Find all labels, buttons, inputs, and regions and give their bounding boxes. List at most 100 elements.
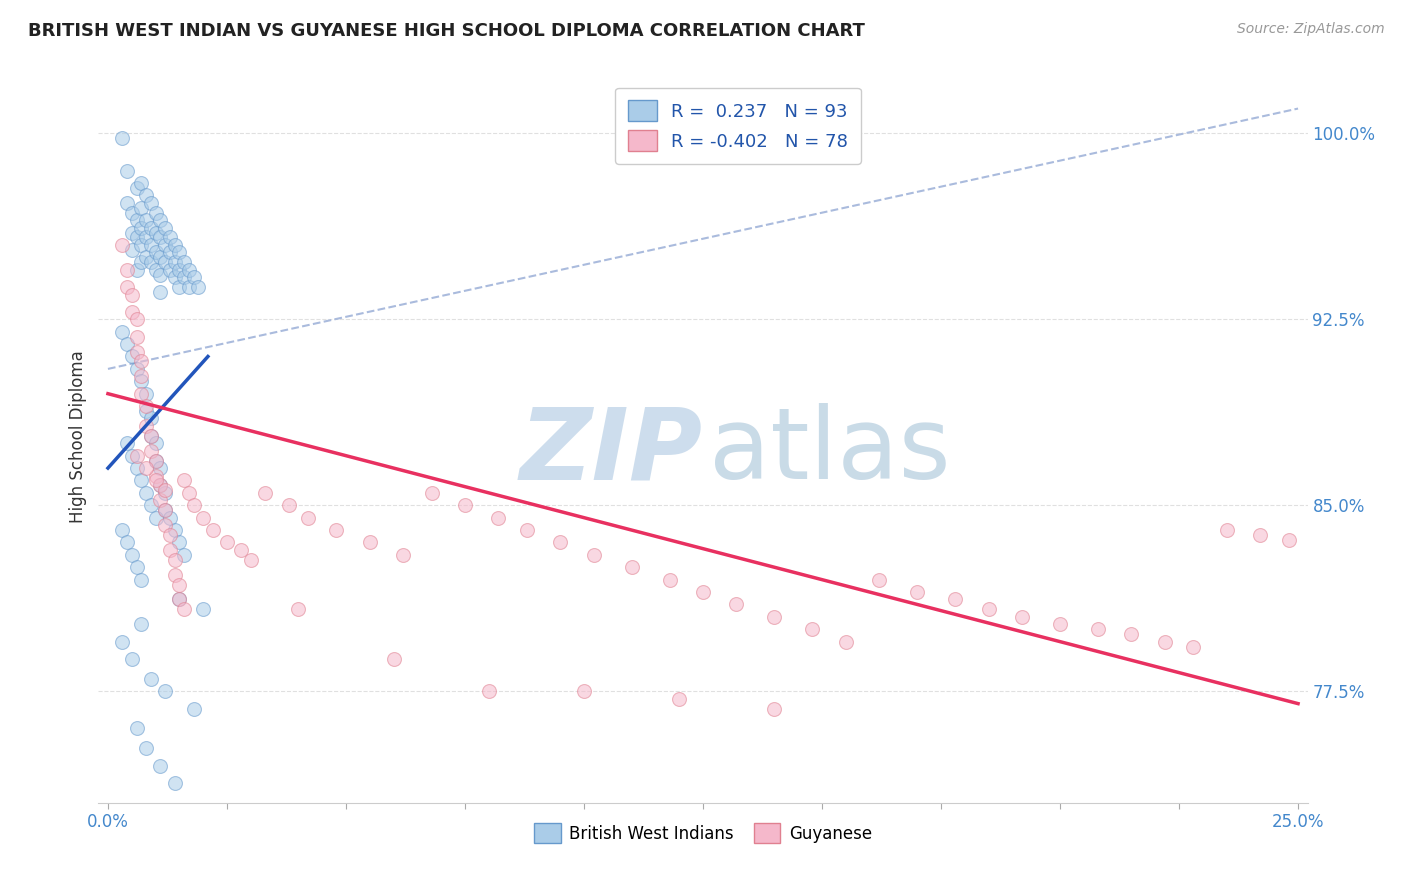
Point (115, 436, 138, 450)
Point (163, 255, 186, 269)
Point (163, 553, 186, 567)
Point (169, 535, 191, 549)
Point (1182, 640, 1205, 654)
Point (149, 478, 172, 492)
Point (125, 344, 148, 359)
Point (115, 195, 138, 210)
Point (163, 238, 186, 252)
Point (135, 418, 157, 433)
Point (145, 436, 167, 450)
Point (183, 701, 205, 715)
Point (139, 255, 162, 269)
Point (129, 176, 152, 190)
Point (169, 262, 191, 277)
Point (129, 369, 152, 384)
Point (125, 181, 148, 195)
Point (943, 592, 966, 607)
Point (801, 622, 824, 636)
Point (486, 510, 509, 524)
Point (173, 255, 195, 269)
Point (115, 262, 138, 277)
Point (135, 386, 157, 401)
Point (129, 255, 152, 269)
Point (125, 560, 148, 574)
Point (139, 429, 162, 443)
Point (163, 776, 186, 790)
Point (1011, 610, 1033, 624)
Point (658, 573, 681, 587)
Point (169, 592, 191, 607)
Point (392, 548, 415, 562)
Point (159, 262, 181, 277)
Point (145, 262, 167, 277)
Point (159, 528, 181, 542)
Point (169, 280, 191, 294)
Point (173, 602, 195, 616)
Point (129, 374, 152, 388)
Point (1087, 622, 1109, 636)
Point (145, 510, 167, 524)
Point (177, 262, 200, 277)
Point (145, 245, 167, 260)
Point (111, 634, 134, 648)
Point (139, 195, 162, 210)
Point (129, 617, 152, 632)
Point (115, 280, 138, 294)
Point (548, 535, 571, 549)
Point (153, 220, 176, 235)
Point (173, 548, 195, 562)
Point (215, 535, 238, 549)
Point (135, 741, 157, 756)
Point (153, 483, 176, 498)
Point (191, 510, 214, 524)
Point (115, 337, 138, 351)
Point (835, 634, 858, 648)
Point (905, 585, 928, 599)
Point (173, 270, 195, 285)
Point (153, 518, 176, 533)
Point (149, 758, 172, 772)
Point (382, 652, 405, 666)
Point (169, 245, 191, 260)
Point (169, 592, 191, 607)
Point (121, 243, 143, 257)
Point (111, 131, 134, 145)
Point (139, 411, 162, 425)
Point (135, 188, 157, 202)
Point (139, 220, 162, 235)
Point (111, 523, 134, 537)
Point (153, 503, 176, 517)
Point (129, 386, 152, 401)
Point (763, 701, 786, 715)
Point (135, 404, 157, 418)
Point (173, 474, 195, 488)
Point (287, 602, 309, 616)
Point (159, 542, 181, 557)
Point (201, 523, 224, 537)
Point (125, 230, 148, 244)
Point (149, 461, 172, 475)
Point (153, 503, 176, 517)
Point (359, 535, 381, 549)
Point (572, 684, 595, 698)
Text: BRITISH WEST INDIAN VS GUYANESE HIGH SCHOOL DIPLOMA CORRELATION CHART: BRITISH WEST INDIAN VS GUYANESE HIGH SCH… (28, 22, 865, 40)
Point (187, 280, 209, 294)
Point (159, 230, 181, 244)
Point (153, 684, 176, 698)
Point (163, 523, 186, 537)
Point (125, 362, 148, 376)
Point (1215, 523, 1237, 537)
Point (977, 602, 1000, 616)
Point (149, 213, 172, 227)
Point (478, 684, 501, 698)
Point (111, 325, 134, 339)
Point (121, 548, 143, 562)
Point (159, 245, 181, 260)
Point (139, 498, 162, 512)
Point (145, 468, 167, 483)
Point (135, 399, 157, 413)
Point (129, 220, 152, 235)
Point (145, 453, 167, 467)
Point (183, 270, 205, 285)
Point (121, 449, 143, 463)
